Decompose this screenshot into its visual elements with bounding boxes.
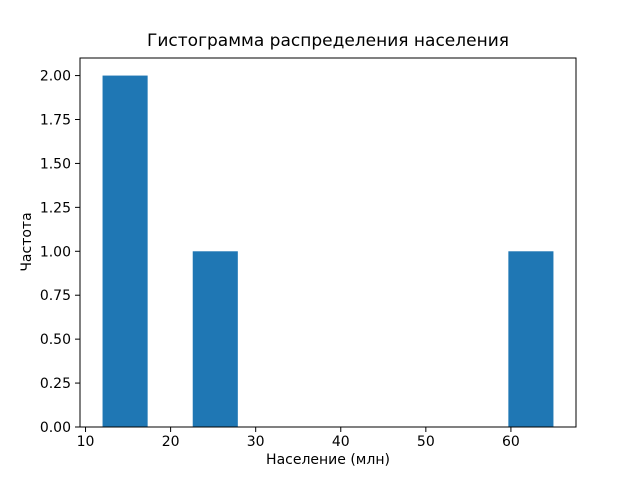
y-tick-label: 1.75 — [40, 113, 71, 129]
plot-background — [80, 58, 576, 427]
y-axis-ticks-group: 0.00 0.25 0.50 0.75 1.00 1.25 1.50 1.75 2.00 — [40, 69, 80, 436]
y-axis-label: Частота — [19, 212, 35, 271]
y-tick-label: 1.50 — [40, 156, 71, 172]
x-tick-label: 50 — [417, 434, 435, 450]
chart-title: Гистограмма распределения населения — [147, 31, 509, 51]
x-tick-label: 30 — [247, 434, 265, 450]
histogram-bar — [102, 75, 148, 427]
histogram-bar — [192, 251, 238, 427]
histogram-bars-group — [102, 75, 554, 427]
x-tick-label: 40 — [332, 434, 350, 450]
histogram-bar — [508, 251, 554, 427]
x-tick-label: 10 — [77, 434, 95, 450]
axes-frame — [79, 57, 577, 428]
y-tick-label: 0.50 — [40, 332, 71, 348]
x-axis-ticks-group: 10 20 30 40 50 60 — [77, 427, 520, 450]
y-tick-label: 0.00 — [40, 420, 71, 436]
y-tick-label: 1.25 — [40, 200, 71, 216]
x-axis-label: Население (млн) — [266, 452, 390, 468]
y-tick-label: 2.00 — [40, 69, 71, 85]
x-tick-label: 20 — [162, 434, 180, 450]
y-tick-label: 1.00 — [40, 244, 71, 260]
y-tick-label: 0.25 — [40, 376, 71, 392]
y-tick-label: 0.75 — [40, 288, 71, 304]
x-tick-label: 60 — [502, 434, 520, 450]
